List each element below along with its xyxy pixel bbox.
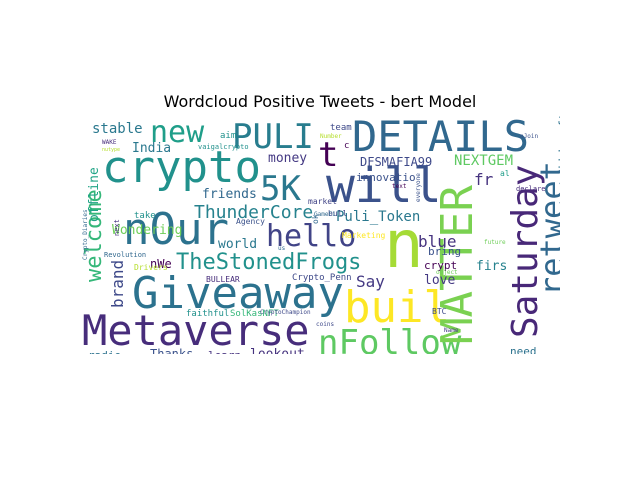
word-miidasnft: miidasnft (557, 114, 560, 178)
word-marketing: Marketing (342, 231, 386, 240)
word-revolution: Revolution (104, 251, 147, 259)
word-stable: stable (92, 121, 143, 137)
word-object: object (436, 269, 458, 276)
word-ok: ok (311, 214, 320, 224)
word-wondering: Wondering (112, 223, 183, 238)
word-love: love (424, 273, 456, 288)
word-thundercore: ThunderCore (194, 202, 314, 223)
word-vaigalcrypto: vaigalcrypto (198, 143, 249, 151)
word-text: text (392, 183, 407, 190)
word-crypt: crypt (424, 259, 458, 272)
word-india: India (132, 141, 172, 156)
word-hello: hello (266, 219, 357, 254)
word-t: t (318, 135, 339, 175)
word-bring: bring (428, 245, 462, 258)
word-money: money (268, 151, 308, 166)
word-crypto: crypto (102, 142, 261, 193)
word-firs: firs (476, 259, 508, 274)
word-metaverse: Metaverse (82, 306, 310, 354)
word-friends: friends (202, 187, 257, 202)
word-drivers: Drivers (134, 263, 168, 272)
word-next: next (113, 219, 121, 236)
wordcloud: DETAILS PULI new crypto will t n nOur 5K hello Giv… (80, 114, 560, 354)
word-nour: nOur (123, 204, 229, 255)
word-faithful: faithful (186, 309, 230, 319)
word-al: al (500, 169, 510, 178)
word-bullear: BULLEAR (206, 275, 240, 284)
word-solkasnft: SolKasNFT (230, 309, 279, 319)
word-wake: WAKE (102, 139, 117, 146)
word-market: market (308, 197, 337, 206)
word-nextgem: NEXTGEM (454, 153, 514, 169)
word-puli: PULI (232, 117, 314, 157)
word-thanks: Thanks (150, 347, 194, 354)
word-name: Name (444, 327, 459, 334)
word-details: DETAILS (352, 114, 530, 161)
word-world: world (218, 237, 258, 252)
word-cryptochampion: CryptoChampion (260, 309, 311, 316)
word-learn: learn (208, 350, 241, 354)
word-dfsmafia99: DFSMAFIA99 (360, 155, 433, 169)
word-retweet: retweet (533, 161, 560, 296)
word-radio: radio (88, 350, 121, 354)
word-fr: fr (474, 170, 494, 189)
word-puli-token: Puli_Token (336, 209, 421, 225)
word-everyone: everyone (415, 173, 422, 202)
word-giveaway: Giveaway (132, 268, 344, 319)
word-gamefi: GameFi (314, 211, 336, 218)
word-nutype: nutype (102, 147, 121, 153)
word-agency: Agency (236, 217, 265, 226)
word-innovatio: innovatio (356, 171, 416, 184)
word-thestonedfrogs: TheStonedFrogs (176, 250, 362, 275)
word-future: future (484, 239, 506, 246)
word-aim: aim (220, 131, 237, 141)
word-say: Say (356, 272, 385, 291)
word-take: take (134, 211, 156, 221)
word-coins: coins (316, 321, 335, 328)
word-c: c (344, 141, 350, 151)
word-declare: declare (516, 185, 546, 193)
word-new: new (150, 115, 205, 150)
word-bull: bull (328, 209, 348, 218)
word-nwe: nWe (150, 257, 172, 271)
word-blue: blue (418, 232, 457, 251)
word-btc: BTC (432, 307, 447, 316)
word-lookout: lookout (250, 348, 305, 354)
chart-title: Wordcloud Positive Tweets - bert Model (163, 92, 477, 111)
word-number: Number (320, 133, 342, 140)
word-5k: 5K (260, 169, 301, 209)
word-nfollow: nFollow (318, 323, 462, 354)
word-brand: brand (108, 259, 127, 308)
word-need: need (510, 345, 537, 354)
word-will: will (326, 158, 442, 214)
word-njoin: nJoin (520, 133, 539, 140)
word-team: team (330, 123, 352, 133)
word-us: us (278, 245, 286, 252)
word-n: n (384, 206, 424, 283)
word-buil: buil (344, 282, 450, 333)
word-offline: offline (87, 167, 102, 222)
word-crypto-diaries: Crypto_Diaries (82, 209, 89, 260)
word-crypto-penn: Crypto_Penn (292, 273, 352, 283)
